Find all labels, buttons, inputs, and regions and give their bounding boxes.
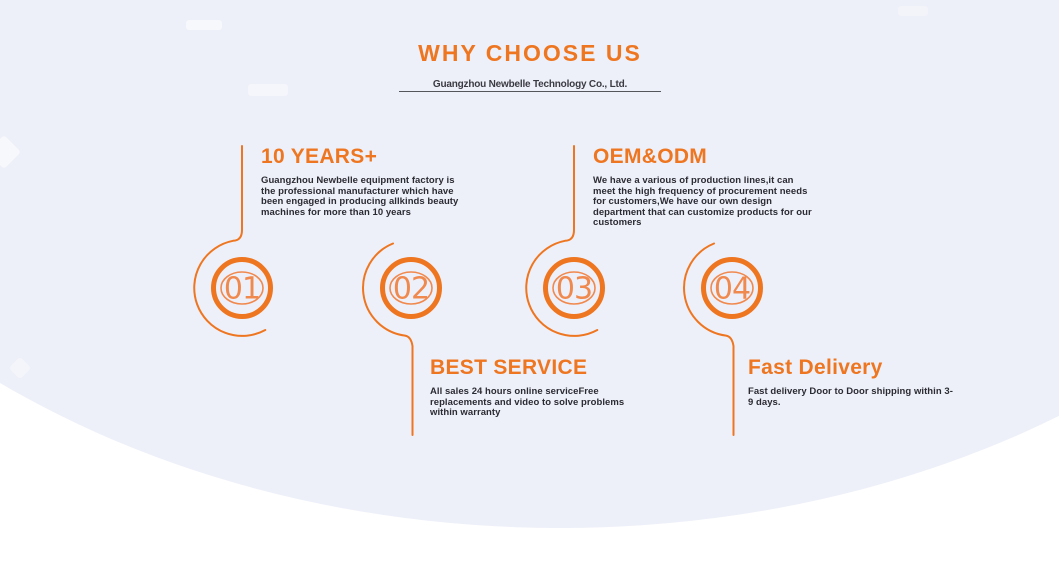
feature-description-2: All sales 24 hours online serviceFree re… [430,386,625,418]
number-ellipse-4 [710,271,754,305]
feature-title-2: BEST SERVICE [430,356,588,379]
number-ring-4 [701,257,763,319]
feature-description-1: Guangzhou Newbelle equipment factory is … [261,175,459,218]
number-badge-1: 01 [193,145,273,337]
company-name: Guangzhou Newbelle Technology Co., Ltd. [432,79,628,90]
feature-text-3: OEM&ODM We have a various of production … [593,145,817,229]
number-ring-1 [211,257,273,319]
section-title: WHY CHOOSE US [418,40,642,66]
badge-number-4: 04 [714,272,750,307]
number-ring-2 [380,257,442,319]
number-badge-2: 02 [362,242,442,436]
sparkle-decoration [186,20,222,30]
number-ellipse-2 [389,271,433,305]
number-ellipse-1 [220,271,264,305]
sparkle-decoration [898,6,928,16]
background-ellipse [0,0,1059,528]
number-ellipse-3 [552,271,596,305]
subtitle-underline [399,91,661,92]
section-header: WHY CHOOSE US Guangzhou Newbelle Technol… [330,40,730,90]
feature-text-1: 10 YEARS+ Guangzhou Newbelle equipment f… [261,145,461,218]
number-badge-3: 03 [525,145,605,337]
feature-description-4: Fast delivery Door to Door shipping with… [748,386,953,408]
connector-arc-4 [683,242,735,436]
badge-number-2: 02 [393,272,429,307]
number-ring-3 [543,257,605,319]
connector-arc-2 [362,242,414,436]
feature-title-4: Fast Delivery [748,356,883,379]
feature-text-2: BEST SERVICE All sales 24 hours online s… [430,356,630,419]
number-badge-4: 04 [683,242,763,436]
feature-text-4: Fast Delivery Fast delivery Door to Door… [748,356,953,408]
badge-number-1: 01 [224,272,260,307]
sparkle-decoration [248,84,288,96]
connector-arc-3 [525,145,599,337]
feature-title-3: OEM&ODM [593,145,708,168]
feature-description-3: We have a various of production lines,it… [593,175,812,228]
badge-number-3: 03 [556,272,592,307]
feature-title-1: 10 YEARS+ [261,145,378,168]
connector-arc-1 [193,145,267,337]
